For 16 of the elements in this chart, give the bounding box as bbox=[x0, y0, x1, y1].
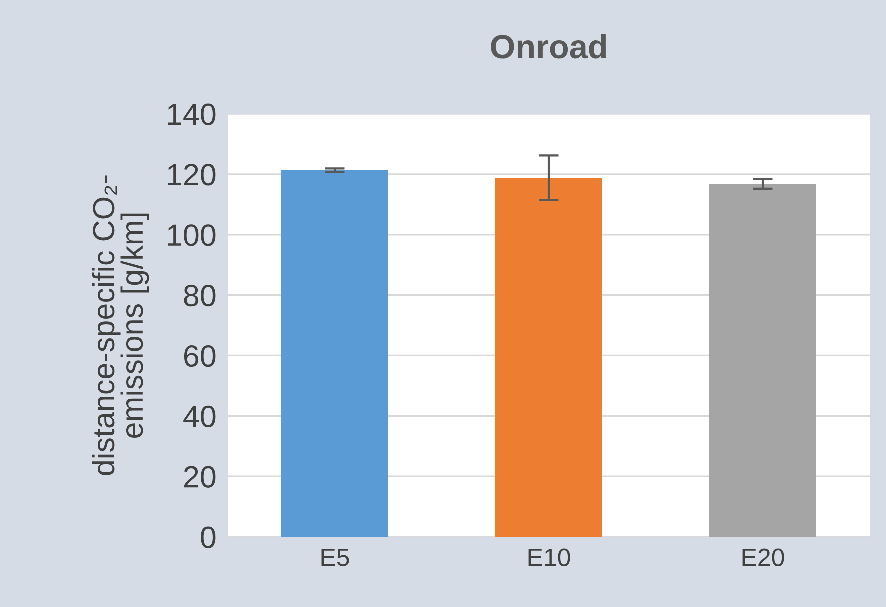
y-tick-label: 100 bbox=[168, 224, 216, 246]
chart-title: Onroad bbox=[491, 34, 606, 59]
y-tick-label: 60 bbox=[184, 345, 216, 368]
bar bbox=[282, 170, 388, 537]
x-tick-label: E5 bbox=[322, 549, 350, 566]
x-tick-label: E20 bbox=[742, 548, 784, 566]
y-tick-label: 80 bbox=[184, 285, 216, 307]
y-tick-label: 0 bbox=[201, 526, 216, 548]
x-tick-label: E10 bbox=[528, 548, 570, 566]
y-tick-label: 40 bbox=[184, 406, 216, 428]
bar bbox=[496, 178, 602, 537]
y-tick-label: 140 bbox=[168, 104, 216, 126]
bar bbox=[710, 184, 816, 537]
y-tick-label: 120 bbox=[168, 164, 216, 186]
y-tick-label: 20 bbox=[184, 466, 216, 488]
y-axis-title: distance-specific CO₂- emissions [g/km] bbox=[92, 176, 150, 476]
